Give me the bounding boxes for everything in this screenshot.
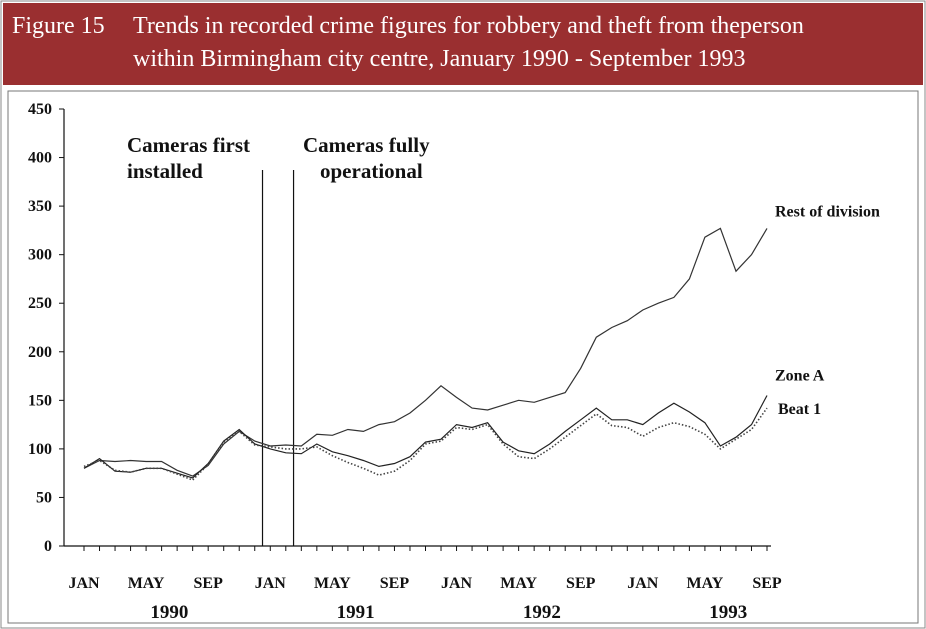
y-tick-label: 200 xyxy=(28,344,52,361)
x-tick-label: MAY xyxy=(314,575,351,592)
x-tick-label: MAY xyxy=(128,575,165,592)
figure-label: Figure 15 xyxy=(12,13,105,39)
series-label: Beat 1 xyxy=(778,401,821,418)
year-label: 1993 xyxy=(709,602,747,623)
y-tick-label: 350 xyxy=(28,198,52,215)
annotation: Cameras fully xyxy=(303,133,430,157)
y-tick-label: 150 xyxy=(28,392,52,409)
x-tick-label: SEP xyxy=(194,575,224,592)
series-label: Rest of division xyxy=(775,203,880,220)
header-band xyxy=(3,3,923,85)
y-tick-label: 250 xyxy=(28,295,52,312)
x-tick-label: JAN xyxy=(255,575,287,592)
y-tick-label: 100 xyxy=(28,441,52,458)
chart-border xyxy=(7,90,919,624)
annotation: operational xyxy=(320,159,423,183)
y-tick-label: 400 xyxy=(28,150,52,167)
series-line xyxy=(83,407,768,481)
year-label: 1991 xyxy=(337,602,375,623)
y-tick-label: 300 xyxy=(28,247,52,264)
year-label: 1992 xyxy=(523,602,561,623)
year-label: 1990 xyxy=(150,602,188,623)
x-tick-label: MAY xyxy=(500,575,537,592)
title-line: within Birmingham city centre, January 1… xyxy=(133,46,746,72)
y-tick-label: 50 xyxy=(36,489,52,506)
x-tick-label: MAY xyxy=(687,575,724,592)
annotation: installed xyxy=(127,159,203,183)
title-line: Trends in recorded crime figures for rob… xyxy=(133,13,804,39)
x-tick-label: JAN xyxy=(627,575,659,592)
y-tick-label: 0 xyxy=(44,538,52,555)
x-tick-label: JAN xyxy=(441,575,473,592)
series-line xyxy=(83,395,768,479)
series-label: Zone A xyxy=(775,367,825,384)
x-tick-label: SEP xyxy=(566,575,596,592)
x-tick-label: SEP xyxy=(380,575,410,592)
x-tick-label: JAN xyxy=(68,575,100,592)
x-tick-label: SEP xyxy=(752,575,782,592)
annotation: Cameras first xyxy=(127,133,250,157)
y-tick-label: 450 xyxy=(28,101,52,118)
